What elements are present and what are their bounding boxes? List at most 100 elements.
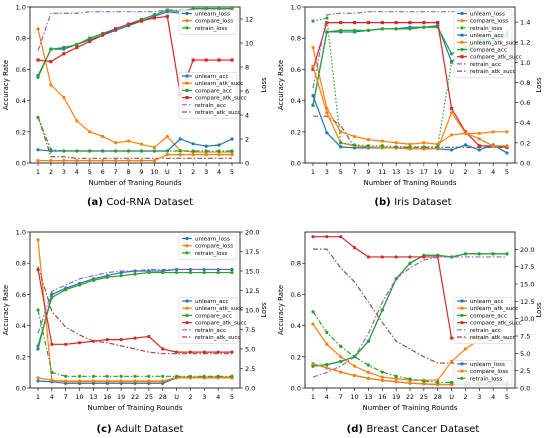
point-compare_atk_succ [366,255,371,259]
x-tick-label: 2 [191,168,195,176]
legend: unlearn_accunlearn_atk_succcompare_accco… [453,297,522,344]
point-compare_loss [133,379,137,383]
legend-marker [185,313,189,318]
x-tick-label: 4 [75,168,79,176]
legend-marker [185,74,189,78]
point-compare_loss [230,153,234,157]
point-retrain_loss [394,145,398,149]
point-compare_atk_succ [139,19,144,23]
legend-marker [185,88,189,93]
y2-tick-label: 1.0 [520,59,530,67]
point-retrain_loss [394,374,398,378]
series-line-retrain_loss [37,117,232,152]
point-compare_acc [230,270,234,275]
series-line-compare_loss [38,154,232,162]
legend-entry: retrain_acc [470,328,501,334]
point-compare_loss [126,159,131,163]
legend-entry: unlearn_acc [195,299,229,305]
x-tick-label: 7 [339,393,343,401]
point-retrain_loss [230,149,234,153]
point-compare_loss [408,381,412,385]
point-retrain_loss [449,380,454,385]
point-compare_acc [339,28,343,32]
point-compare_loss [36,376,40,380]
legend-entry: retrain_loss [195,26,227,32]
point-compare_acc [191,6,195,11]
y-axis-label: Accuracy Rate [277,285,285,335]
x-tick-label: 13 [392,168,400,176]
x-tick-label: 3 [204,168,208,176]
x-tick-label: 1 [36,393,40,401]
point-retrain_loss [339,344,343,348]
x-axis-label: Number of Traning Rounds [363,179,456,187]
subplot-2: 0.0 0.2 0.4 0.6 0.8 1.0 0.0 0.2 0.4 0.6 0.8 1.0 1.2 1… [277,4,543,209]
legend-entry: compare_loss [195,244,233,250]
point-compare_atk_succ [230,58,234,62]
point-retrain_loss [311,310,315,314]
point-compare_atk_succ [147,334,151,339]
point-compare_atk_succ [311,67,315,71]
x-tick-label: 4 [50,393,54,401]
legend-entry: retrain_loss [470,376,502,382]
legend-marker [460,369,464,373]
x-tick-label: 22 [131,393,139,401]
point-compare_loss [191,153,195,157]
point-compare_loss [505,144,509,148]
legend-marker [460,313,464,318]
point-compare_atk_succ [380,255,384,259]
point-compare_acc [463,252,468,256]
point-compare_loss [463,131,468,135]
y2-tick-label: 2.5 [245,365,255,373]
y2-tick-label: 7.5 [520,333,530,341]
point-compare_acc [505,252,509,256]
legend-marker [460,362,464,366]
legend-marker [460,376,464,380]
point-unlearn_atk_succ [36,27,40,31]
point-compare_atk_succ [77,341,82,345]
point-unlearn_loss [505,151,509,155]
x-tick-label: 5 [505,393,509,401]
point-retrain_loss [230,374,234,378]
y2-tick-label: 5.0 [520,350,530,358]
legend-entry: retrain_atk_succ [195,110,241,116]
point-compare_acc [147,270,151,275]
point-compare_loss [311,362,315,366]
point-compare_atk_succ [352,21,357,25]
point-compare_loss [161,379,165,383]
x-tick-label: 16 [378,393,386,401]
point-unlearn_loss [204,144,208,148]
x-tick-label: 19 [392,393,400,401]
point-compare_loss [325,111,329,115]
point-unlearn_atk_succ [126,139,131,143]
point-unlearn_atk_succ [436,378,440,382]
point-compare_atk_succ [352,246,357,250]
point-compare_acc [202,270,206,275]
point-compare_loss [101,159,105,163]
legend-box [178,72,238,119]
y2-tick-label: 0.6 [520,99,530,107]
point-compare_atk_succ [101,33,105,37]
legend-entry: retrain_acc [195,103,226,109]
x-tick-label: 16 [103,393,111,401]
legend-box [178,9,238,35]
y-tick-label: 0.4 [16,322,26,330]
point-compare_acc [380,308,384,312]
legend-marker [460,26,464,30]
point-compare_acc [77,283,82,287]
point-compare_acc [75,42,79,47]
point-unlearn_loss [325,131,329,135]
point-retrain_loss [422,145,426,149]
point-compare_atk_succ [380,21,384,25]
point-compare_atk_succ [188,350,193,354]
point-compare_atk_succ [216,350,220,354]
legend: unlearn_accunlearn_atk_succcompare_accco… [178,297,247,344]
series-line-retrain_atk_succ [37,266,232,355]
y-axis-label: Accuracy Rate [2,60,10,110]
legend-marker [185,81,189,85]
point-compare_atk_succ [325,235,329,239]
y2-tick-label: 4 [245,112,249,120]
point-compare_acc [88,36,92,40]
x-tick-label: 3 [477,393,481,401]
point-compare_atk_succ [49,60,53,64]
point-unlearn_atk_succ [463,347,468,351]
